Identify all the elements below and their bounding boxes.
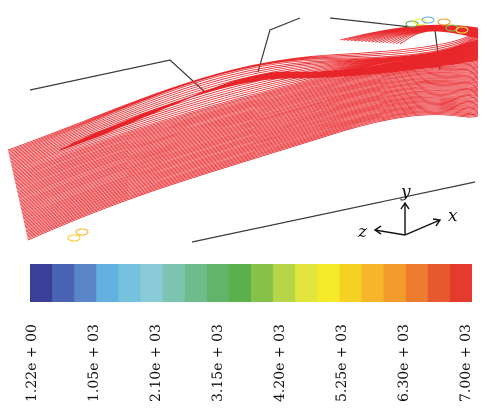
streamline	[23, 96, 479, 220]
streamline	[20, 86, 479, 210]
streamline	[20, 83, 479, 207]
legend-tick-label: 1.05e + 03	[86, 324, 102, 402]
hotspot-streamline	[437, 18, 451, 26]
hotspot-streamline	[405, 20, 419, 28]
streamline	[18, 76, 479, 199]
high-value-region	[67, 16, 469, 242]
streamline	[16, 66, 479, 189]
streamline-plot	[7, 16, 479, 243]
streamline	[26, 107, 479, 233]
streamline	[27, 114, 479, 241]
legend-swatch	[295, 264, 318, 302]
streamline	[8, 34, 479, 153]
streamline	[17, 73, 479, 195]
streamline	[20, 85, 479, 208]
streamline	[23, 98, 479, 223]
streamline	[19, 79, 479, 202]
legend-swatch	[317, 264, 340, 302]
streamline	[22, 93, 479, 217]
hotspot-streamline	[413, 18, 427, 26]
streamline	[396, 30, 479, 45]
legend-tick-label: 2.10e + 03	[148, 324, 164, 402]
legend-tick-label: 4.20e + 03	[272, 324, 288, 402]
streamline	[16, 69, 479, 191]
hotspot-streamline	[455, 26, 469, 34]
legend-swatch	[427, 264, 451, 302]
legend-swatch	[273, 264, 296, 302]
legend-swatch	[74, 264, 97, 302]
legend-tick-label: 3.15e + 03	[210, 324, 226, 402]
legend-swatch	[52, 264, 75, 302]
legend-swatch	[449, 264, 472, 302]
streamline	[26, 109, 479, 236]
streamline	[389, 29, 479, 44]
legend-swatch	[30, 264, 53, 302]
legend-tick-label: 5.25e + 03	[334, 324, 350, 402]
streamline	[8, 32, 479, 152]
streamline	[25, 106, 479, 232]
streamline	[27, 111, 479, 238]
streamline	[17, 70, 479, 193]
streamline	[392, 29, 479, 44]
streamline	[26, 108, 479, 234]
legend-tick-label: 7.00e + 03	[458, 324, 474, 402]
streamline	[25, 105, 479, 230]
streamline	[19, 80, 479, 203]
streamline	[21, 88, 479, 212]
legend-swatch	[251, 264, 274, 302]
legend-swatch	[383, 264, 407, 302]
legend-swatch	[206, 264, 230, 302]
streamline	[24, 101, 479, 227]
streamline	[79, 59, 479, 141]
streamline	[16, 68, 479, 190]
hotspot-streamline	[67, 234, 81, 242]
streamline	[26, 110, 479, 237]
streamline	[18, 75, 479, 198]
x-axis-label: x	[448, 206, 458, 226]
streamline	[20, 82, 479, 206]
streamline	[7, 31, 479, 151]
legend-swatch	[96, 264, 119, 302]
legend-swatch	[118, 264, 142, 302]
streamline	[8, 35, 479, 155]
legend-swatch	[405, 264, 429, 302]
streamline	[15, 65, 479, 187]
streamline	[24, 99, 479, 224]
legend-swatch	[339, 264, 363, 302]
legend-swatch	[184, 264, 208, 302]
streamline	[23, 97, 479, 221]
streamline	[21, 87, 479, 211]
streamline-bundle	[7, 24, 479, 241]
streamline	[24, 100, 479, 225]
streamline	[15, 64, 479, 186]
legend-swatch	[140, 264, 164, 302]
streamline	[18, 77, 479, 200]
legend-tick-label: 1.22e + 00	[24, 324, 40, 402]
streamline	[22, 92, 479, 216]
legend-swatch	[162, 264, 186, 302]
legend-swatch	[228, 264, 252, 302]
streamline	[399, 30, 479, 45]
axis-arrows	[373, 201, 442, 236]
color-legend-bar	[30, 264, 472, 302]
legend-tick-label: 6.30e + 03	[396, 324, 412, 402]
streamline	[17, 71, 479, 194]
streamline	[24, 103, 479, 228]
y-axis-label: y	[401, 182, 411, 202]
hotspot-streamline	[75, 228, 89, 236]
streamline	[21, 90, 479, 213]
streamline	[25, 104, 479, 229]
streamline	[22, 94, 479, 219]
streamline	[19, 81, 479, 204]
streamline	[15, 62, 479, 183]
z-axis-label: z	[358, 222, 367, 242]
hotspot-streamline	[421, 16, 435, 24]
streamline	[22, 91, 479, 215]
streamline	[27, 113, 479, 240]
streamline	[17, 74, 479, 197]
streamline	[15, 63, 479, 185]
legend-swatch	[361, 264, 385, 302]
